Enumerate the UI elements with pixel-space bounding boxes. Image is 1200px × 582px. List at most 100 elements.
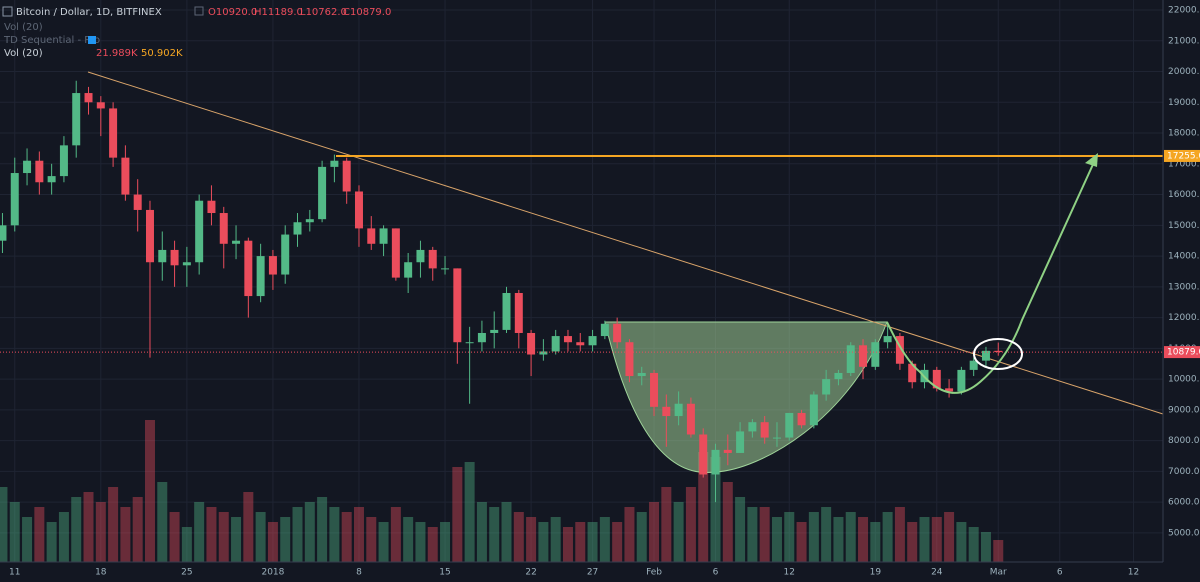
y-tick-label: 12000.0 (1168, 313, 1200, 323)
volume-bar (22, 517, 33, 562)
volume-bar (403, 517, 414, 562)
candle-body (133, 194, 142, 210)
y-tick-label: 10000.0 (1168, 375, 1200, 385)
candle-body (797, 412, 806, 426)
candle-body (477, 332, 486, 343)
volume-bar (624, 507, 635, 562)
candle-body (539, 351, 548, 355)
candle-body (895, 336, 904, 364)
x-tick-label: 27 (587, 568, 598, 578)
x-tick-label: 19 (870, 568, 882, 578)
y-tick-label: 20000.0 (1168, 67, 1200, 77)
volume-bar (501, 502, 512, 562)
candle-body (465, 342, 474, 344)
volume-bar (280, 517, 291, 562)
volume-bar (194, 502, 205, 562)
candle-body (637, 372, 646, 377)
x-tick-label: 24 (931, 568, 943, 578)
volume-bar (968, 527, 979, 562)
volume-bar (34, 507, 45, 562)
candle-body (268, 256, 277, 275)
volume-bar (83, 492, 94, 562)
candle-body (121, 157, 130, 195)
candle-body (711, 449, 720, 475)
candle-body (981, 350, 990, 361)
candle-body (453, 268, 462, 343)
candle-body (354, 191, 363, 229)
price-level-label: 10879.0 (1167, 348, 1200, 358)
x-tick-label: 22 (525, 568, 536, 578)
candle-body (305, 219, 314, 223)
volume-bar (427, 527, 438, 562)
x-tick-label: 25 (181, 568, 192, 578)
candle-body (871, 342, 880, 367)
x-tick-label: 6 (1057, 568, 1063, 578)
volume-bar (636, 512, 647, 562)
candle-body (330, 160, 339, 167)
y-tick-label: 6000.0 (1168, 498, 1200, 508)
candle-body (834, 372, 843, 380)
candle-body (109, 108, 118, 158)
volume-bar (845, 512, 856, 562)
candle-body (145, 209, 154, 263)
candle-body (551, 336, 560, 352)
candle-body (576, 342, 585, 346)
volume-bar (206, 507, 217, 562)
candle-body (0, 225, 7, 241)
volume-bar (808, 512, 819, 562)
grid (0, 0, 1163, 562)
candle-body (969, 360, 978, 370)
volume-bar (784, 512, 795, 562)
candle-body (563, 336, 572, 343)
volume-bar (956, 522, 967, 562)
volume-bar (292, 507, 303, 562)
candle-body (84, 93, 93, 103)
volume-bar (120, 507, 131, 562)
volume-bar (575, 522, 586, 562)
volume-bar (378, 522, 389, 562)
candle-body (96, 102, 105, 109)
candle-body (404, 262, 413, 278)
y-tick-label: 17000.0 (1168, 159, 1200, 169)
candle-body (822, 379, 831, 395)
volume-bar (169, 512, 180, 562)
candle-body (527, 332, 536, 355)
volume-bar (144, 420, 155, 562)
volume-bar (304, 502, 315, 562)
candle-body (219, 213, 228, 244)
axes: 5000.06000.07000.08000.09000.010000.0110… (9, 5, 1200, 578)
volume-bar (46, 522, 57, 562)
candle-body (441, 268, 450, 270)
candle-body (490, 329, 499, 333)
candle-body (748, 422, 757, 432)
candle-body (59, 145, 68, 177)
volume-bar (710, 457, 721, 562)
volume-value: 21.989K (96, 48, 138, 59)
volume-bar (366, 517, 377, 562)
volume-bar (698, 452, 709, 562)
x-tick-label: 6 (713, 568, 719, 578)
x-tick-label: Feb (646, 568, 662, 578)
candle-body (600, 323, 609, 337)
x-tick-label: 8 (356, 568, 362, 578)
volume-ma: 50.902K (141, 48, 183, 59)
volume-bar (353, 507, 364, 562)
volume-bar (747, 507, 758, 562)
x-tick-label: 11 (9, 568, 20, 578)
candle-body (932, 369, 941, 389)
volume-bar (722, 482, 733, 562)
projection-path (886, 159, 1096, 394)
ohlc-open: O10920.0 (208, 7, 257, 18)
candle-body (883, 336, 892, 343)
y-tick-label: 15000.0 (1168, 221, 1200, 231)
candle-body (207, 200, 216, 214)
indicator-label: TD Sequential - Pro (3, 35, 100, 46)
candle-body (342, 160, 351, 192)
volume-bar (476, 502, 487, 562)
candle-body (10, 173, 19, 226)
candle-body (170, 249, 179, 266)
icon (2, 6, 13, 17)
volume-bar (771, 517, 782, 562)
candle-body (72, 93, 81, 146)
